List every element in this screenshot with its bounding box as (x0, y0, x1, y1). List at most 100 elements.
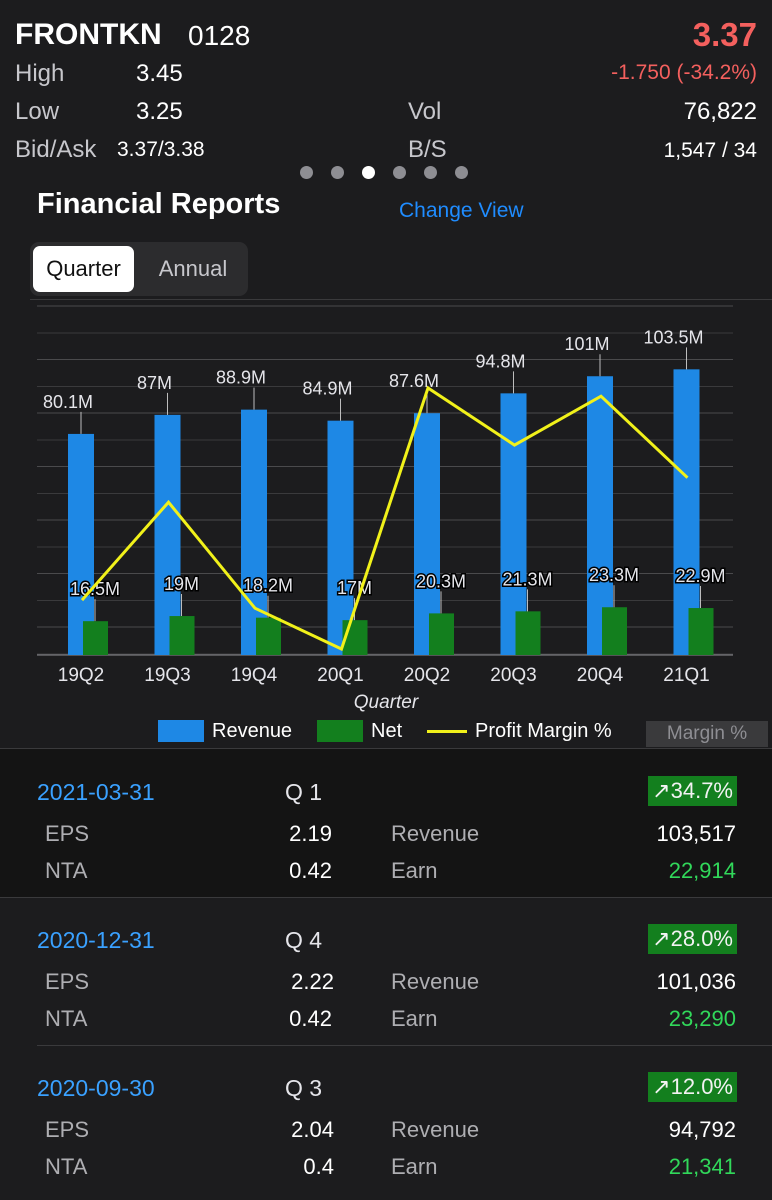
x-tick-label: 19Q3 (144, 665, 190, 686)
report-row[interactable]: 2020-09-30 Q 3 ↗12.0% EPS 2.04 Revenue 9… (0, 1045, 772, 1193)
high-value: 3.45 (136, 60, 183, 87)
margin-swatch (427, 729, 467, 733)
net-data-label: 19M (164, 574, 199, 594)
earn-label: Earn (391, 1154, 438, 1179)
page-dot[interactable] (424, 166, 437, 179)
divider (37, 1045, 772, 1046)
tab-quarter[interactable]: Quarter (33, 246, 134, 292)
revenue-bar (154, 414, 181, 655)
net-data-label: 17M (337, 578, 372, 598)
quote-header: FRONTKN 0128 3.37 -1.750 (-34.2%) High 3… (0, 0, 772, 240)
report-date: 2020-12-31 (37, 927, 155, 953)
divider (0, 897, 772, 898)
x-tick-label: 19Q4 (231, 665, 278, 686)
revenue-data-label: 88.9M (216, 368, 266, 388)
vol-value: 76,822 (683, 98, 757, 125)
legend-margin-label: Profit Margin % (475, 719, 612, 742)
net-data-label: 22.9M (675, 566, 725, 586)
eps-value: 2.19 (289, 821, 332, 846)
eps-label: EPS (45, 1117, 90, 1142)
financial-chart: 80.1M 87M 88.9M 84.9M 87.6M 94.8M 101M 103.5M 16… (37, 305, 733, 713)
x-tick-label: 20Q1 (317, 665, 363, 686)
report-row[interactable]: 2020-12-31 Q 4 ↗28.0% EPS 2.22 Revenue 1… (0, 897, 772, 1046)
nta-label: NTA (45, 858, 88, 883)
report-row[interactable]: 2021-03-31 Q 1 ↗34.7% EPS 2.19 Revenue 1… (0, 749, 772, 897)
revenue-data-label: 94.8M (475, 351, 525, 371)
revenue-bar (327, 420, 354, 655)
revenue-swatch (158, 720, 204, 742)
change-view-link[interactable]: Change View (399, 199, 524, 222)
change-badge: ↗34.7% (648, 776, 737, 806)
earn-value: 22,914 (668, 858, 736, 883)
x-tick-label: 20Q4 (577, 665, 624, 686)
earn-value: 23,290 (668, 1006, 736, 1031)
report-date: 2021-03-31 (37, 779, 155, 805)
legend-net: Net (317, 718, 402, 744)
page-dot-active[interactable] (362, 166, 375, 179)
x-axis-title: Quarter (354, 692, 419, 713)
page-dot[interactable] (300, 166, 313, 179)
bidask-label: Bid/Ask (15, 136, 97, 163)
revenue-data-label: 84.9M (302, 379, 352, 399)
net-swatch (317, 720, 363, 742)
x-tick-label: 19Q2 (58, 665, 104, 686)
revenue-label: Revenue (391, 821, 480, 846)
net-bar (169, 616, 195, 655)
nta-value: 0.4 (303, 1154, 334, 1179)
price-change: -1.750 (-34.2%) (611, 61, 757, 84)
net-bar (515, 611, 541, 655)
report-quarter: Q 4 (285, 927, 323, 953)
divider (0, 748, 772, 749)
nta-label: NTA (45, 1154, 88, 1179)
net-data-label: 21.3M (502, 569, 552, 589)
net-bar (602, 607, 627, 655)
revenue-data-label: 87M (137, 373, 172, 393)
low-value: 3.25 (136, 98, 183, 125)
eps-value: 2.22 (291, 969, 334, 994)
change-badge: ↗12.0% (648, 1072, 737, 1102)
page-dot[interactable] (331, 166, 344, 179)
eps-value: 2.04 (291, 1117, 334, 1142)
net-data-label: 20.3M (416, 571, 466, 591)
eps-label: EPS (45, 821, 90, 846)
earn-value: 21,341 (668, 1154, 736, 1179)
report-date: 2020-09-30 (37, 1075, 155, 1101)
vol-label: Vol (408, 98, 442, 125)
ticker-code: 0128 (188, 20, 251, 51)
page-dot[interactable] (455, 166, 468, 179)
margin-toggle-button[interactable]: Margin % (646, 721, 768, 747)
net-bar (256, 617, 281, 655)
revenue-value: 94,792 (668, 1117, 736, 1142)
bs-label: B/S (408, 136, 447, 163)
legend-margin: Profit Margin % (427, 718, 612, 744)
legend-net-label: Net (371, 719, 403, 742)
page-indicator[interactable] (300, 166, 468, 179)
net-data-label: 23.3M (589, 565, 639, 585)
last-price: 3.37 (692, 16, 757, 53)
net-data-label: 18.2M (243, 576, 293, 596)
period-segmented-control[interactable]: Quarter Annual (30, 242, 248, 296)
net-data-label: 16.5M (70, 579, 120, 599)
revenue-bar (241, 409, 267, 655)
high-label: High (15, 60, 65, 87)
revenue-label: Revenue (391, 969, 480, 994)
net-bar (429, 613, 454, 655)
low-label: Low (15, 98, 60, 125)
nta-label: NTA (45, 1006, 88, 1031)
revenue-data-label: 103.5M (643, 327, 703, 347)
revenue-value: 103,517 (656, 821, 736, 846)
tab-annual[interactable]: Annual (158, 256, 228, 281)
revenue-bar (68, 433, 94, 655)
change-badge: ↗28.0% (648, 924, 737, 954)
bs-value: 1,547 / 34 (663, 139, 757, 162)
earn-label: Earn (391, 858, 438, 883)
divider (30, 299, 772, 300)
bidask-value: 3.37/3.38 (117, 138, 205, 161)
page-dot[interactable] (393, 166, 406, 179)
legend-revenue-label: Revenue (212, 719, 293, 742)
x-tick-label: 20Q3 (490, 665, 536, 686)
nta-value: 0.42 (289, 1006, 332, 1031)
net-bar (83, 621, 108, 655)
report-quarter: Q 3 (285, 1075, 323, 1101)
nta-value: 0.42 (289, 858, 332, 883)
